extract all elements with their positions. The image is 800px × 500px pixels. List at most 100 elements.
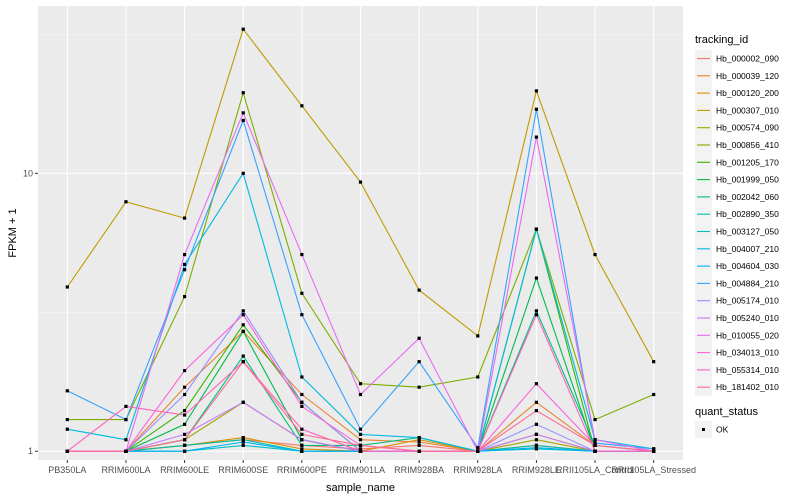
data-point — [65, 389, 69, 393]
data-point — [358, 438, 363, 442]
data-point — [476, 334, 480, 338]
data-point — [652, 392, 656, 397]
data-point — [300, 438, 304, 442]
legend-item: Hb_002042_060 — [695, 188, 779, 206]
x-tick-label: RRIM901LA — [336, 465, 385, 475]
data-point — [476, 449, 480, 453]
legend-item: Hb_000856_410 — [695, 136, 779, 154]
legend-label: Hb_005240_010 — [716, 313, 779, 323]
data-point — [182, 432, 187, 436]
data-point — [476, 375, 480, 379]
data-point — [182, 262, 187, 267]
data-point — [241, 440, 245, 444]
data-point — [241, 435, 245, 440]
data-point — [534, 135, 539, 139]
legend-item: Hb_000574_090 — [695, 119, 779, 137]
data-point — [124, 417, 128, 422]
legend-item: Hb_004884_210 — [695, 274, 779, 292]
data-point — [300, 400, 304, 404]
legend-label: Hb_034013_010 — [716, 348, 779, 358]
data-point — [241, 27, 245, 31]
legend-label: Hb_005174_010 — [716, 296, 779, 306]
data-point — [182, 392, 187, 397]
data-point — [300, 313, 304, 317]
legend-label: Hb_002042_060 — [716, 192, 779, 202]
x-axis: PB350LA RRIM600LA RRIM600LE RRIM600SE RRIM60… — [48, 460, 696, 475]
data-point — [182, 369, 187, 373]
legend-label: Hb_004884_210 — [716, 278, 779, 288]
shape-legend-title: quant_status — [695, 406, 758, 418]
data-point — [593, 441, 597, 445]
legend-item: Hb_000120_200 — [695, 84, 779, 102]
legend-label: Hb_181402_010 — [716, 382, 779, 392]
legend-item: Hb_005174_010 — [695, 292, 779, 310]
data-point — [241, 443, 245, 447]
legend-label: Hb_055314_010 — [716, 365, 779, 375]
data-point — [476, 446, 480, 450]
data-point — [652, 360, 656, 364]
data-point — [65, 427, 69, 431]
y-tick-label: 10 — [23, 168, 33, 178]
data-point — [652, 449, 656, 453]
x-tick-label: RRIM600LA — [101, 465, 150, 475]
legend-item: Hb_001205_170 — [695, 153, 779, 171]
data-point — [300, 104, 304, 108]
data-point — [417, 336, 421, 340]
data-point — [593, 438, 597, 442]
data-point — [182, 413, 187, 417]
data-point — [65, 449, 69, 453]
data-point — [300, 432, 304, 436]
legend-label: Hb_001999_050 — [716, 175, 779, 185]
data-point — [182, 216, 187, 220]
data-point — [534, 438, 539, 442]
legend-item: Hb_002890_350 — [695, 205, 779, 223]
data-point — [358, 447, 363, 451]
data-point — [593, 252, 597, 257]
legend-label: Hb_001205_170 — [716, 157, 779, 167]
legend-item: Hb_000002_090 — [695, 50, 779, 67]
y-axis: 1 10 — [23, 168, 38, 456]
data-point — [182, 409, 187, 413]
legend-item: Hb_001999_050 — [695, 171, 779, 189]
data-point — [241, 438, 245, 442]
data-point — [358, 382, 363, 386]
data-point — [534, 107, 539, 111]
data-point — [417, 438, 421, 442]
legend-item: Hb_181402_010 — [695, 378, 779, 396]
shape-legend-symbol — [702, 428, 705, 431]
data-point — [124, 404, 128, 408]
data-point — [300, 392, 304, 397]
data-point — [534, 409, 539, 413]
data-point — [124, 438, 128, 442]
data-point — [593, 449, 597, 453]
data-point — [417, 449, 421, 453]
y-axis-title: FPKM + 1 — [7, 208, 19, 257]
data-point — [593, 443, 597, 447]
data-point — [124, 200, 128, 204]
data-point — [300, 291, 304, 295]
legend-item: Hb_005240_010 — [695, 309, 779, 327]
legend-item: Hb_010055_020 — [695, 326, 779, 344]
legend-item: Hb_000307_010 — [695, 101, 779, 119]
data-point — [241, 360, 245, 364]
x-tick-label: RRII105LA_Stressed — [611, 465, 696, 475]
data-point — [300, 252, 304, 257]
data-point — [182, 268, 187, 272]
data-point — [417, 288, 421, 292]
data-point — [358, 180, 363, 184]
legend-item: Hb_055314_010 — [695, 361, 779, 379]
legend-label: Hb_004007_210 — [716, 244, 779, 254]
data-point — [182, 252, 187, 257]
data-point — [417, 443, 421, 447]
data-point — [300, 447, 304, 451]
data-point — [534, 309, 539, 313]
data-point — [534, 382, 539, 386]
data-point — [241, 400, 245, 404]
data-point — [417, 435, 421, 440]
y-tick-label: 1 — [28, 446, 33, 456]
data-point — [182, 385, 187, 389]
data-point — [417, 385, 421, 389]
data-point — [241, 118, 245, 123]
